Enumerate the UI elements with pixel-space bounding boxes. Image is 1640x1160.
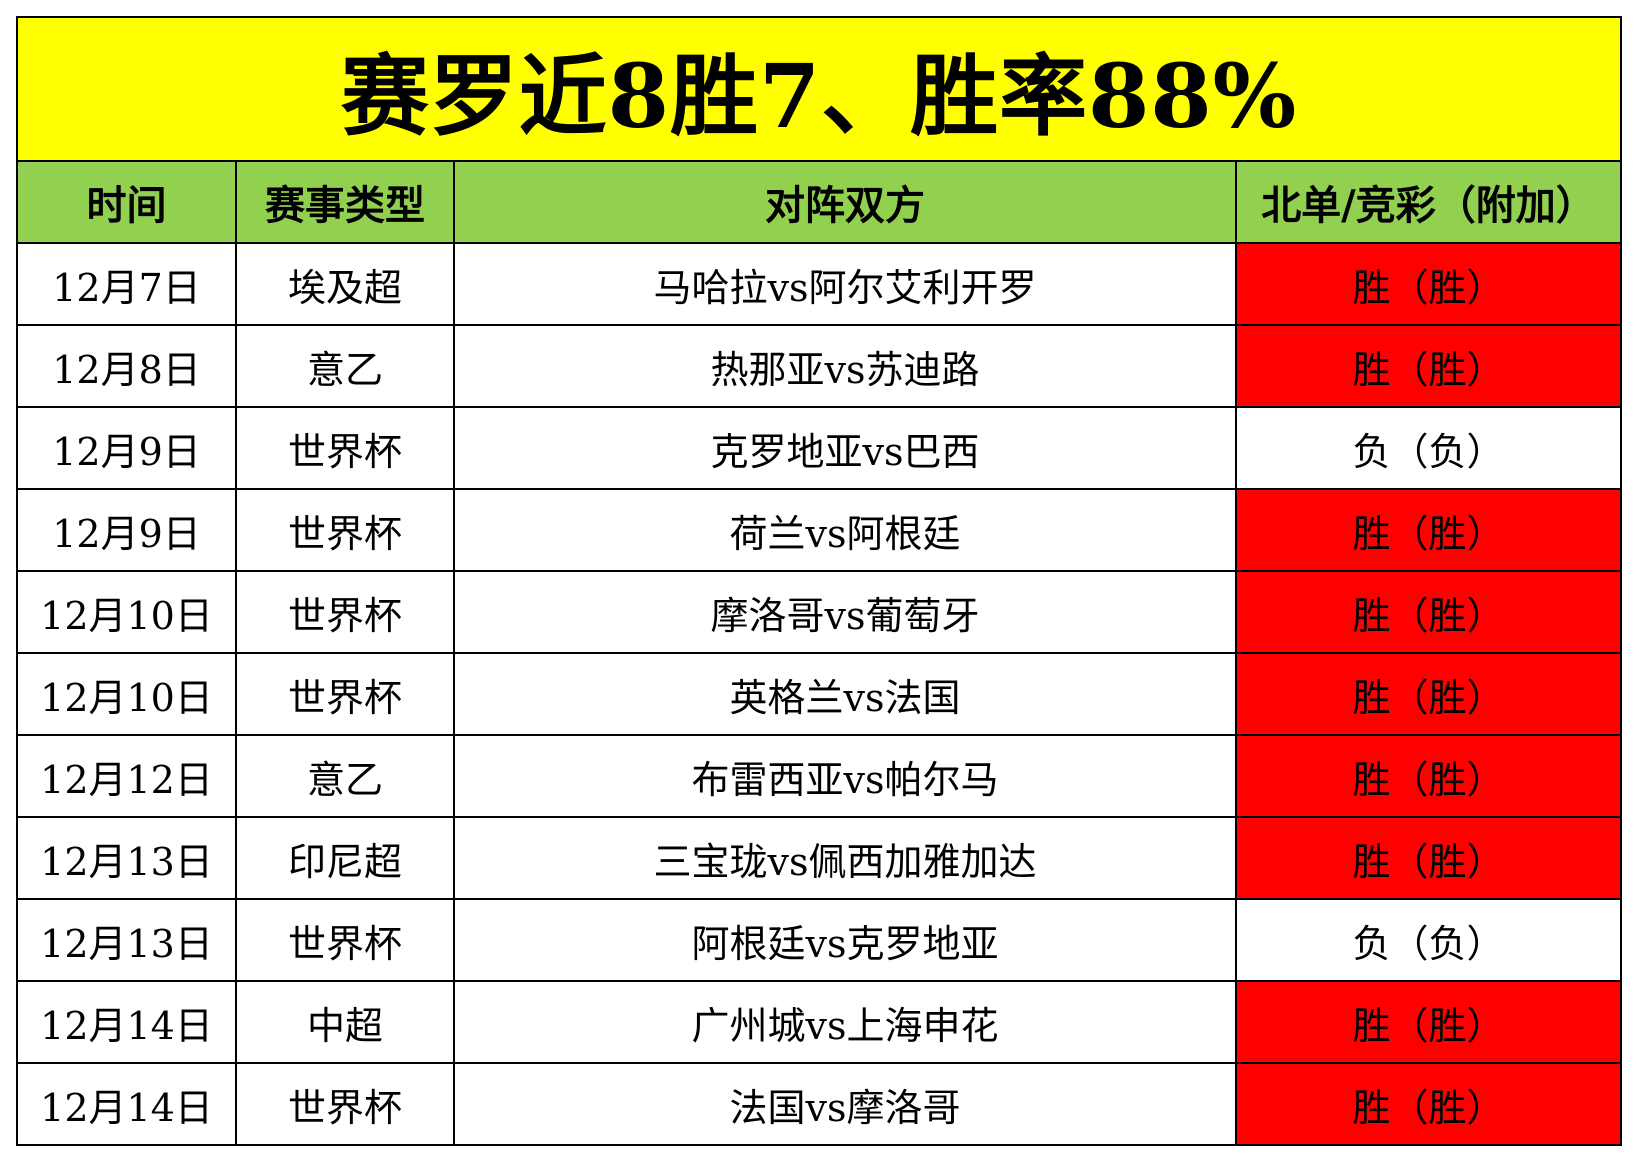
cell-result: 负（负）: [1235, 406, 1620, 490]
table-row: 12月14日 世界杯 法国vs摩洛哥 胜（胜）: [18, 1062, 1620, 1144]
cell-time: 12月12日: [18, 734, 237, 818]
cell-time: 12月9日: [18, 488, 237, 572]
table-row: 12月8日 意乙 热那亚vs苏迪路 胜（胜）: [18, 324, 1620, 408]
cell-time: 12月14日: [18, 980, 237, 1064]
cell-time: 12月10日: [18, 570, 237, 654]
header-row: 时间 赛事类型 对阵双方 北单/竞彩（附加）: [18, 162, 1620, 244]
results-table: 时间 赛事类型 对阵双方 北单/竞彩（附加） 12月7日 埃及超 马哈拉vs阿尔艾利…: [18, 162, 1620, 1144]
table-row: 12月14日 中超 广州城vs上海申花 胜（胜）: [18, 980, 1620, 1064]
cell-type: 世界杯: [235, 1062, 455, 1144]
cell-result: 胜（胜）: [1235, 242, 1620, 326]
cell-type: 世界杯: [235, 570, 455, 654]
cell-type: 世界杯: [235, 652, 455, 736]
cell-match: 荷兰vs阿根廷: [453, 488, 1237, 572]
header-match: 对阵双方: [453, 162, 1237, 244]
header-type: 赛事类型: [235, 162, 455, 244]
cell-result: 负（负）: [1235, 898, 1620, 982]
cell-match: 马哈拉vs阿尔艾利开罗: [453, 242, 1237, 326]
cell-type: 意乙: [235, 324, 455, 408]
table-row: 12月9日 世界杯 克罗地亚vs巴西 负（负）: [18, 406, 1620, 490]
table-body: 12月7日 埃及超 马哈拉vs阿尔艾利开罗 胜（胜） 12月8日 意乙 热那亚vs苏迪路 胜（…: [18, 242, 1620, 1144]
cell-result: 胜（胜）: [1235, 980, 1620, 1064]
cell-result: 胜（胜）: [1235, 652, 1620, 736]
table-row: 12月13日 世界杯 阿根廷vs克罗地亚 负（负）: [18, 898, 1620, 982]
cell-match: 布雷西亚vs帕尔马: [453, 734, 1237, 818]
title-banner: 赛罗近8胜7、胜率88%: [18, 18, 1620, 162]
cell-time: 12月7日: [18, 242, 237, 326]
table-row: 12月13日 印尼超 三宝珑vs佩西加雅加达 胜（胜）: [18, 816, 1620, 900]
cell-result: 胜（胜）: [1235, 816, 1620, 900]
cell-time: 12月13日: [18, 898, 237, 982]
cell-match: 法国vs摩洛哥: [453, 1062, 1237, 1144]
cell-match: 克罗地亚vs巴西: [453, 406, 1237, 490]
page-title: 赛罗近8胜7、胜率88%: [340, 43, 1298, 148]
cell-time: 12月9日: [18, 406, 237, 490]
cell-time: 12月10日: [18, 652, 237, 736]
table-row: 12月12日 意乙 布雷西亚vs帕尔马 胜（胜）: [18, 734, 1620, 818]
cell-type: 意乙: [235, 734, 455, 818]
results-sheet: 赛罗近8胜7、胜率88% 时间 赛事类型 对阵双方 北单/竞彩（附加） 12月7…: [16, 16, 1622, 1146]
cell-time: 12月8日: [18, 324, 237, 408]
cell-time: 12月13日: [18, 816, 237, 900]
table-row: 12月9日 世界杯 荷兰vs阿根廷 胜（胜）: [18, 488, 1620, 572]
cell-result: 胜（胜）: [1235, 1062, 1620, 1144]
header-result: 北单/竞彩（附加）: [1235, 162, 1620, 244]
cell-result: 胜（胜）: [1235, 324, 1620, 408]
cell-result: 胜（胜）: [1235, 734, 1620, 818]
cell-match: 热那亚vs苏迪路: [453, 324, 1237, 408]
cell-result: 胜（胜）: [1235, 570, 1620, 654]
table-row: 12月7日 埃及超 马哈拉vs阿尔艾利开罗 胜（胜）: [18, 242, 1620, 326]
header-time: 时间: [18, 162, 237, 244]
cell-time: 12月14日: [18, 1062, 237, 1144]
table-row: 12月10日 世界杯 英格兰vs法国 胜（胜）: [18, 652, 1620, 736]
cell-match: 广州城vs上海申花: [453, 980, 1237, 1064]
cell-type: 世界杯: [235, 488, 455, 572]
cell-type: 中超: [235, 980, 455, 1064]
cell-match: 英格兰vs法国: [453, 652, 1237, 736]
cell-match: 摩洛哥vs葡萄牙: [453, 570, 1237, 654]
cell-type: 印尼超: [235, 816, 455, 900]
cell-type: 埃及超: [235, 242, 455, 326]
cell-type: 世界杯: [235, 406, 455, 490]
cell-type: 世界杯: [235, 898, 455, 982]
cell-match: 阿根廷vs克罗地亚: [453, 898, 1237, 982]
cell-match: 三宝珑vs佩西加雅加达: [453, 816, 1237, 900]
cell-result: 胜（胜）: [1235, 488, 1620, 572]
table-row: 12月10日 世界杯 摩洛哥vs葡萄牙 胜（胜）: [18, 570, 1620, 654]
